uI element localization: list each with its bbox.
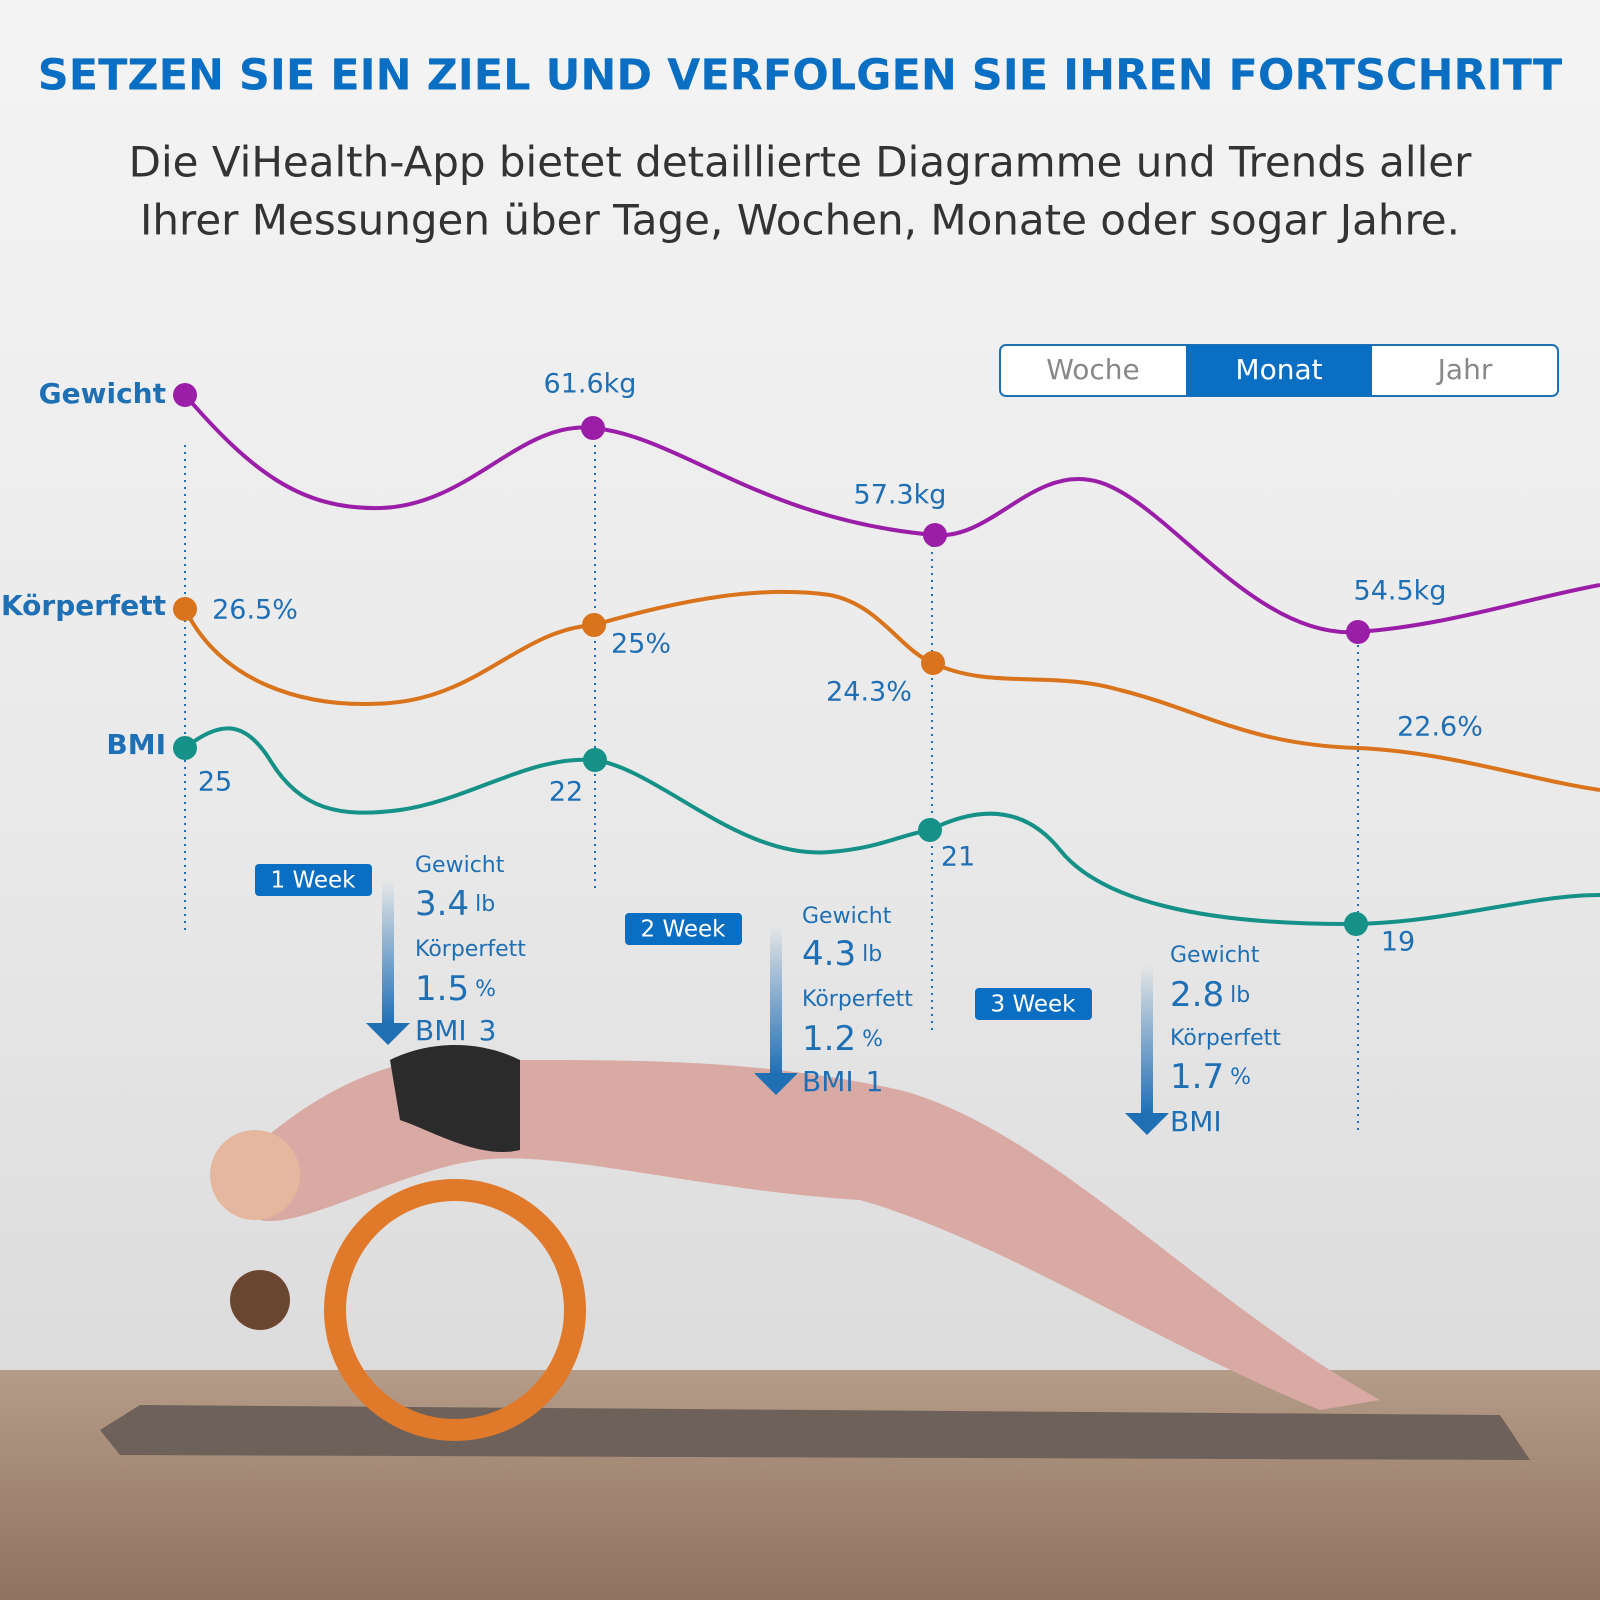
value: 3.4 (415, 884, 469, 924)
metric-value: 3.4 lb (415, 884, 495, 924)
tab[interactable]: Woche (1046, 353, 1140, 386)
floor (0, 1370, 1600, 1600)
metric-name: Gewicht (1170, 943, 1260, 968)
unit: % (1230, 1065, 1251, 1090)
point (921, 651, 945, 675)
metric-value: 1.7% (1170, 1057, 1251, 1097)
guides (184, 445, 1359, 1130)
arrow-shaft (382, 880, 394, 1025)
week-badge (625, 913, 742, 945)
metric-value: 4.3 lb (802, 934, 882, 974)
tabs: Woche Monat Jahr (999, 344, 1559, 397)
point (581, 416, 605, 440)
value: 3 (479, 1014, 497, 1047)
point-label: 26.5% (212, 595, 298, 626)
arrow-head (366, 1023, 410, 1045)
metric-name: Gewicht (415, 853, 505, 878)
series-name: Gewicht (39, 377, 166, 410)
point (918, 818, 942, 842)
bmi-name: BMI (802, 1065, 854, 1098)
point (583, 748, 607, 772)
metric-name: Gewicht (802, 904, 892, 929)
metric-value: BMI 3 (415, 1014, 496, 1047)
subtitle: Ihrer Messungen über Tage, Wochen, Monat… (140, 196, 1460, 245)
arrow-shaft (1141, 965, 1153, 1115)
series-name: BMI (106, 728, 166, 761)
bmi-name: BMI (1170, 1105, 1222, 1138)
unit: % (475, 977, 496, 1002)
point-label: 19 (1381, 927, 1415, 958)
week-badge (255, 864, 372, 896)
point (173, 383, 197, 407)
value: 4.3 (802, 934, 856, 974)
title: SETZEN SIE EIN ZIEL UND VERFOLGEN SIE IH… (38, 51, 1563, 101)
arrow-head (1125, 1113, 1169, 1135)
mat (100, 1405, 1530, 1460)
point-label: 24.3% (826, 677, 912, 708)
value: 1.7 (1170, 1057, 1224, 1097)
person (210, 1045, 1380, 1441)
metric-value: BMI 1 (802, 1065, 883, 1098)
bmi-name: BMI (415, 1014, 467, 1047)
metric-value: 1.5% (415, 969, 496, 1009)
metric-value: BMI (1170, 1105, 1222, 1138)
tab[interactable]: Monat (1235, 353, 1322, 386)
unit: lb (475, 892, 495, 917)
point-label: 54.5kg (1354, 576, 1447, 607)
unit: lb (1230, 983, 1250, 1008)
week-badge (975, 988, 1092, 1020)
point (173, 736, 197, 760)
metric-value: 1.2% (802, 1019, 883, 1059)
point-label: 25% (611, 629, 671, 660)
point (582, 613, 606, 637)
value: 1.2 (802, 1019, 856, 1059)
unit: % (862, 1027, 883, 1052)
metric-name: Körperfett (415, 937, 526, 962)
value: 1.5 (415, 969, 469, 1009)
point (173, 597, 197, 621)
week-label: 1 Week (271, 868, 357, 894)
tab[interactable]: Jahr (1436, 353, 1493, 386)
arrow-shaft (770, 925, 782, 1075)
value: 2.8 (1170, 975, 1224, 1015)
arrow-head (754, 1073, 798, 1095)
series-name: Körperfett (1, 589, 166, 622)
point-label: 57.3kg (854, 480, 947, 511)
week-label: 3 Week (991, 992, 1077, 1018)
subtitle: Die ViHealth-App bietet detaillierte Dia… (129, 138, 1472, 187)
point-label: 22.6% (1397, 712, 1483, 743)
metric-name: Körperfett (802, 987, 913, 1012)
metric-name: Körperfett (1170, 1026, 1281, 1051)
point-label: 61.6kg (544, 369, 637, 400)
point (923, 523, 947, 547)
point-label: 22 (549, 777, 583, 808)
point (1344, 912, 1368, 936)
metric-value: 2.8 lb (1170, 975, 1250, 1015)
week-label: 2 Week (641, 917, 727, 943)
point-label: 21 (941, 842, 975, 873)
unit: lb (862, 942, 882, 967)
tab-active (1186, 345, 1372, 396)
point-label: 25 (198, 767, 232, 798)
point (1346, 620, 1370, 644)
value: 1 (866, 1065, 884, 1098)
